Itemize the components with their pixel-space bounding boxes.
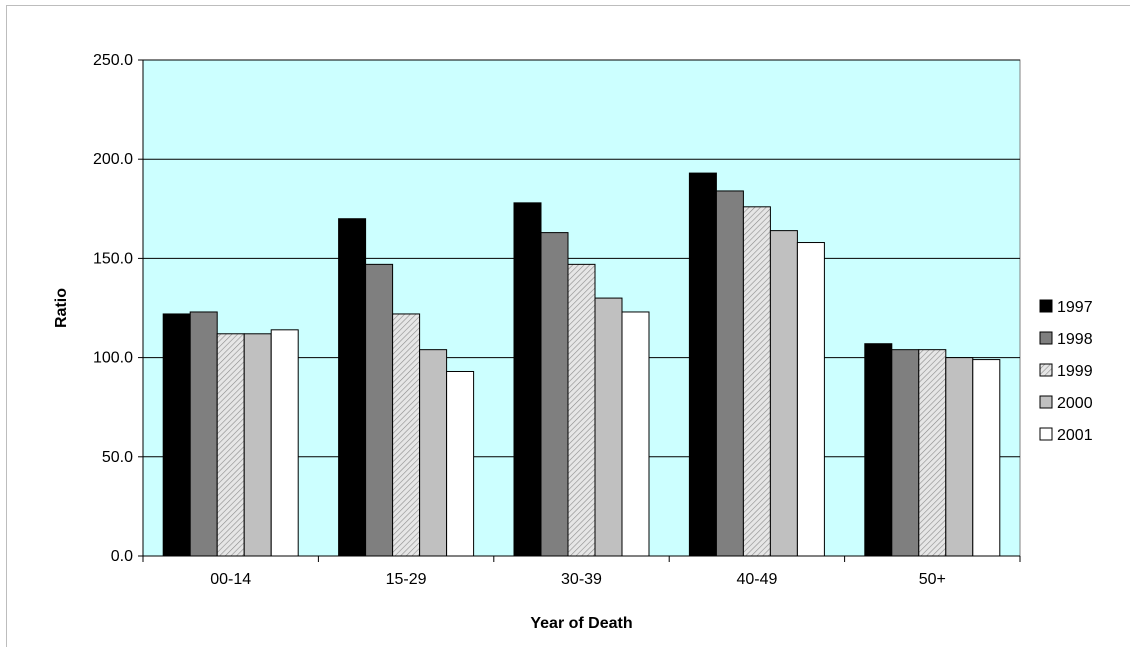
y-tick-label: 50.0 [102, 449, 133, 466]
bar-2000-50+ [945, 357, 974, 557]
bar-2001-50+ [972, 359, 1001, 557]
bar-2001-40-49 [796, 242, 825, 557]
chart-frame [6, 5, 1130, 647]
bar-1998-50+ [891, 349, 920, 557]
bar-1997-15-29 [338, 218, 367, 557]
legend-label-1997: 1997 [1057, 299, 1093, 316]
bar-1999-50+ [918, 349, 947, 557]
bar-1997-40-49 [688, 172, 717, 557]
x-tick-label: 40-49 [736, 571, 777, 588]
bar-1997-50+ [864, 343, 893, 557]
y-axis-ticks: 0.0 50.0 100.0 150.0 200.0 250.0 [93, 52, 143, 565]
legend-swatch-1998 [1039, 331, 1053, 345]
bar-1997-30-39 [513, 202, 542, 557]
legend-swatch-1999 [1039, 363, 1053, 377]
legend-swatch-1997 [1039, 299, 1053, 313]
bar-1998-00-14 [189, 311, 218, 557]
legend-swatch-2001 [1039, 427, 1053, 441]
x-axis-ticks: 00-14 15-29 30-39 40-49 50+ [142, 556, 1021, 588]
x-tick-label: 30-39 [561, 571, 602, 588]
axes [142, 60, 1020, 557]
bar-2000-40-49 [769, 230, 798, 557]
legend-label-1999: 1999 [1057, 363, 1093, 380]
y-tick-label: 150.0 [93, 250, 133, 267]
bar-1998-15-29 [365, 263, 394, 557]
legend-label-2000: 2000 [1057, 395, 1093, 412]
bar-2000-00-14 [243, 333, 272, 557]
y-axis-label: Ratio [53, 288, 70, 328]
bar-1999-15-29 [392, 313, 421, 557]
bar-1998-40-49 [715, 190, 744, 557]
y-tick-label: 0.0 [111, 548, 133, 565]
y-tick-label: 100.0 [93, 350, 133, 367]
legend-swatch-2000 [1039, 395, 1053, 409]
bar-2000-15-29 [419, 349, 448, 557]
bar-2001-00-14 [270, 329, 299, 557]
bar-2001-30-39 [621, 311, 650, 557]
bar-1997-00-14 [162, 313, 191, 557]
x-tick-label: 15-29 [386, 571, 427, 588]
bar-1998-30-39 [540, 232, 569, 557]
y-tick-label: 200.0 [93, 151, 133, 168]
y-tick-label: 250.0 [93, 52, 133, 69]
legend: 1997 1998 1999 2000 2001 [1039, 299, 1093, 444]
bar-1999-00-14 [216, 333, 245, 557]
bar-1999-40-49 [742, 206, 771, 557]
x-axis-label: Year of Death [530, 615, 632, 632]
x-tick-label: 00-14 [210, 571, 251, 588]
x-tick-label: 50+ [919, 571, 946, 588]
bar-2000-30-39 [594, 297, 623, 557]
bar-1999-30-39 [567, 263, 596, 557]
legend-label-2001: 2001 [1057, 427, 1093, 444]
legend-label-1998: 1998 [1057, 331, 1093, 348]
bar-2001-15-29 [446, 370, 475, 557]
